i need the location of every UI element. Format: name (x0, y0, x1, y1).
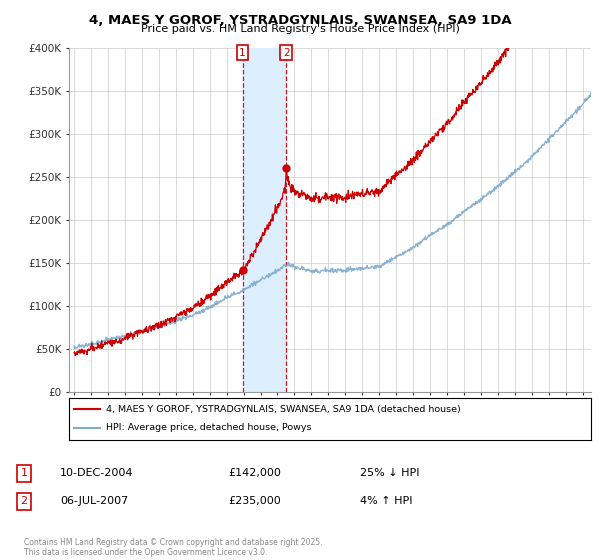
Text: Price paid vs. HM Land Registry's House Price Index (HPI): Price paid vs. HM Land Registry's House … (140, 24, 460, 34)
Text: 1: 1 (20, 468, 28, 478)
Text: £142,000: £142,000 (228, 468, 281, 478)
Text: £235,000: £235,000 (228, 496, 281, 506)
Text: 10-DEC-2004: 10-DEC-2004 (60, 468, 133, 478)
Text: 06-JUL-2007: 06-JUL-2007 (60, 496, 128, 506)
Text: 4, MAES Y GOROF, YSTRADGYNLAIS, SWANSEA, SA9 1DA: 4, MAES Y GOROF, YSTRADGYNLAIS, SWANSEA,… (89, 14, 511, 27)
Text: 4, MAES Y GOROF, YSTRADGYNLAIS, SWANSEA, SA9 1DA (detached house): 4, MAES Y GOROF, YSTRADGYNLAIS, SWANSEA,… (106, 405, 460, 414)
Text: 1: 1 (239, 48, 246, 58)
Text: 4% ↑ HPI: 4% ↑ HPI (360, 496, 413, 506)
Text: HPI: Average price, detached house, Powys: HPI: Average price, detached house, Powy… (106, 423, 311, 432)
Text: 25% ↓ HPI: 25% ↓ HPI (360, 468, 419, 478)
Text: 2: 2 (20, 496, 28, 506)
Text: Contains HM Land Registry data © Crown copyright and database right 2025.
This d: Contains HM Land Registry data © Crown c… (24, 538, 323, 557)
Bar (242, 48, 286, 392)
Text: 2: 2 (283, 48, 289, 58)
